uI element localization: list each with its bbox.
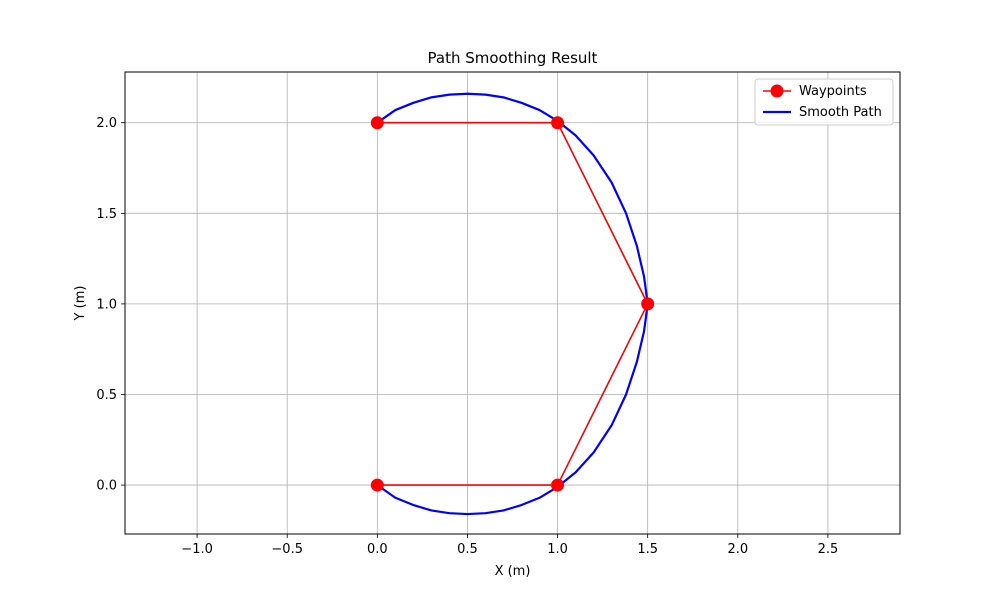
grid bbox=[125, 72, 900, 534]
legend-waypoints-label: Waypoints bbox=[799, 84, 867, 99]
x-tick-label: 1.0 bbox=[547, 542, 568, 557]
waypoint-marker bbox=[551, 116, 565, 130]
chart-title: Path Smoothing Result bbox=[428, 49, 598, 67]
y-axis-label: Y (m) bbox=[73, 286, 88, 322]
x-tick-label: 0.5 bbox=[457, 542, 478, 557]
x-tick-label: −1.0 bbox=[181, 542, 213, 557]
legend-waypoints-marker bbox=[770, 84, 784, 98]
x-tick-label: 2.0 bbox=[727, 542, 748, 557]
waypoint-marker bbox=[370, 116, 384, 130]
waypoint-marker bbox=[641, 297, 655, 311]
plot-frame bbox=[124, 71, 901, 535]
series-layer bbox=[370, 92, 655, 516]
legend: Waypoints Smooth Path bbox=[754, 78, 894, 126]
y-tick-label: 2.0 bbox=[96, 116, 117, 131]
y-tick-label: 1.5 bbox=[96, 207, 117, 222]
x-axis-label: X (m) bbox=[495, 564, 531, 579]
x-tick-label: 0.0 bbox=[367, 542, 388, 557]
y-tick-label: 0.5 bbox=[96, 388, 117, 403]
waypoint-marker bbox=[370, 478, 384, 492]
x-tick-label: 2.5 bbox=[818, 542, 839, 557]
y-tick-label: 1.0 bbox=[96, 297, 117, 312]
x-tick-label: 1.5 bbox=[637, 542, 658, 557]
waypoint-marker bbox=[551, 478, 565, 492]
x-tick-label: −0.5 bbox=[271, 542, 303, 557]
legend-smooth-label: Smooth Path bbox=[799, 105, 882, 120]
ticks: −1.0 −0.5 0.0 0.5 1.0 1.5 2.0 2.5 0.0 0.5 1.0 1.5 2.… bbox=[96, 116, 838, 557]
y-tick-label: 0.0 bbox=[96, 479, 117, 494]
